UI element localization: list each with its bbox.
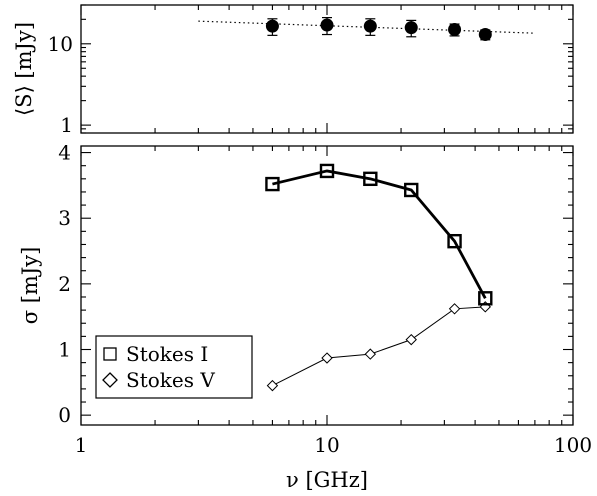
y-tick-label: 3: [58, 206, 71, 230]
data-point: [320, 18, 334, 32]
legend-label-stokes-v: Stokes V: [126, 368, 215, 392]
stokes-v-line: [272, 306, 486, 387]
x-axis-label: ν [GHz]: [286, 468, 368, 492]
stokes-i-marker: [363, 171, 378, 187]
legend-label-stokes-i: Stokes I: [126, 342, 208, 366]
stokes-v-marker: [266, 379, 279, 392]
stokes-v-marker: [448, 303, 461, 315]
y-tick-label: 4: [58, 141, 71, 165]
data-point: [448, 22, 462, 36]
top-y-tick-label: 1: [60, 113, 73, 137]
top-y-axis-label: ⟨S⟩ [mJy]: [12, 22, 36, 116]
x-tick-label: 1: [75, 433, 88, 457]
y-tick-label: 1: [58, 338, 71, 362]
stokes-v-marker: [405, 333, 417, 346]
stokes-v-marker: [364, 348, 377, 360]
bottom-y-axis-label: σ [mJy]: [18, 247, 42, 325]
top-y-tick-label: 10: [48, 32, 73, 56]
stokes-v-marker: [321, 352, 333, 364]
x-tick-label: 10: [314, 433, 339, 457]
stokes-i-marker: [447, 233, 462, 249]
stokes-i-marker: [478, 291, 493, 306]
stokes-i-marker: [404, 182, 419, 198]
data-point: [265, 19, 279, 33]
legend-marker-stokes-i: [103, 347, 117, 361]
data-point: [404, 21, 418, 35]
top-y-axis-label-text: ⟨S⟩ [mJy]: [12, 22, 36, 116]
y-tick-label: 0: [58, 403, 71, 427]
stokes-i-marker: [265, 176, 280, 192]
x-tick-label: 100: [554, 433, 592, 457]
data-point: [478, 28, 492, 42]
stokes-i-marker: [319, 163, 335, 179]
data-point: [363, 19, 377, 33]
stokes-i-line: [272, 169, 487, 299]
legend-marker-stokes-v: [102, 372, 118, 388]
legend-box: [95, 335, 253, 399]
top-panel-plot: 1 10: [48, 4, 574, 137]
y-tick-label: 2: [58, 272, 71, 296]
